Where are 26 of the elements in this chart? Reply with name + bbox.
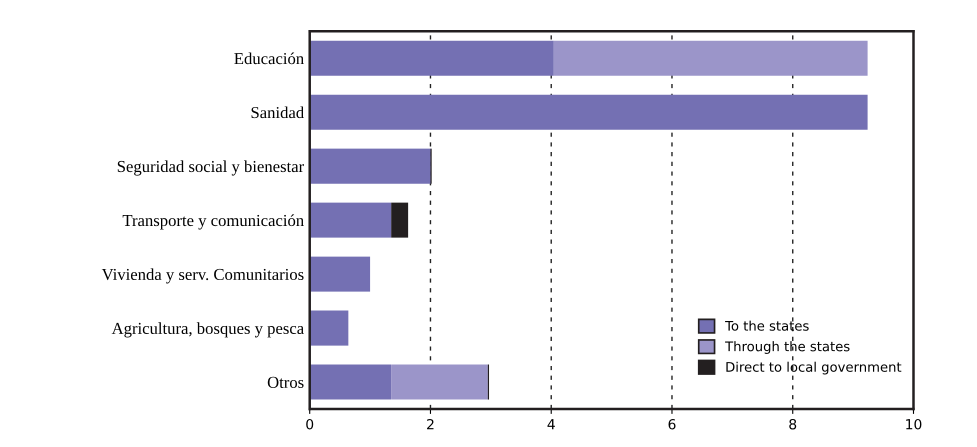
bar [310,148,430,184]
bar [310,202,392,238]
x-tick-label: 8 [789,418,796,430]
legend-label: Through the states [725,341,850,354]
bar [310,94,868,130]
x-tick-label: 10 [906,418,922,430]
bar [310,364,392,400]
bar [310,256,370,292]
y-tick-label: Educación [234,52,304,64]
bar [391,364,488,400]
bar [554,40,868,76]
x-tick-label: 6 [668,418,676,430]
y-tick-label: Otros [268,376,304,388]
legend-label: Direct to local government [726,362,902,374]
x-tick-label: 4 [547,419,555,430]
bar [310,310,348,346]
y-tick-label: Vivienda y serv. Comunitarios [102,268,304,284]
x-tick-label: 0 [306,418,314,430]
y-tick-label: Agricultura, bosques y pesca [112,322,304,338]
legend-label: To the states [725,320,809,331]
y-tick-label: Seguridad social y bienestar [118,160,304,176]
y-tick-label: Transporte y comunicación [122,214,304,230]
bar [391,202,408,238]
x-tick-label: 2 [427,418,434,430]
bar [310,40,554,76]
y-tick-label: Sanidad [252,106,304,118]
